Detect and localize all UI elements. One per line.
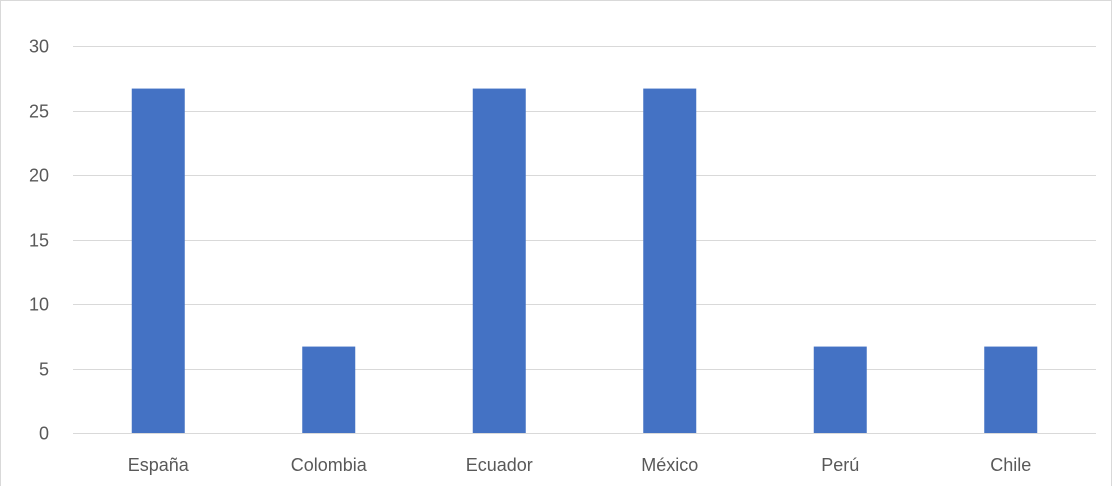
y-tick-label: 10 (29, 295, 49, 315)
bar-colombia (302, 346, 356, 433)
x-tick-label: Ecuador (466, 455, 533, 475)
x-tick-label: Perú (821, 455, 859, 475)
x-tick-label: España (128, 455, 190, 475)
x-tick-label: México (641, 455, 698, 475)
y-tick-label: 5 (39, 360, 49, 380)
bar-méxico (643, 88, 697, 433)
gridlines (73, 46, 1096, 434)
bars (131, 88, 1038, 433)
x-tick-label: Chile (990, 455, 1031, 475)
y-tick-label: 15 (29, 231, 49, 251)
bar-españa (131, 88, 185, 433)
bar-ecuador (472, 88, 526, 433)
y-tick-label: 0 (39, 424, 49, 444)
y-tick-label: 20 (29, 166, 49, 186)
y-tick-label: 30 (29, 37, 49, 57)
y-tick-label: 25 (29, 102, 49, 122)
bar-perú (813, 346, 867, 433)
x-tick-label: Colombia (291, 455, 368, 475)
bar-chile (984, 346, 1038, 433)
y-axis-tick-labels: 0 5 10 15 20 25 30 (29, 37, 49, 444)
x-axis-tick-labels: España Colombia Ecuador México Perú Chile (128, 455, 1032, 475)
